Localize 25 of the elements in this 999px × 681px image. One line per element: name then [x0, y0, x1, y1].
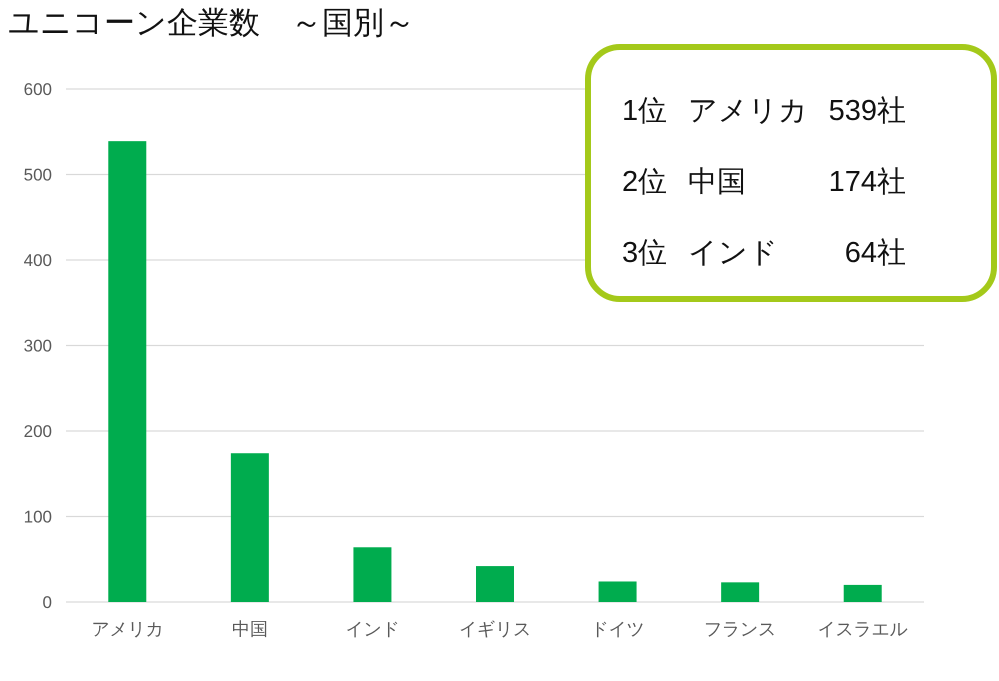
y-tick-label: 600 [24, 80, 52, 99]
bar [598, 581, 637, 602]
bar [721, 582, 760, 602]
x-tick-label: イギリス [459, 619, 531, 639]
x-tick-label: フランス [704, 619, 776, 639]
y-tick-label: 0 [42, 593, 52, 612]
bar [476, 566, 514, 602]
bar [230, 453, 269, 602]
y-tick-label: 400 [24, 251, 52, 270]
x-tick-label: イスラエル [818, 619, 908, 639]
bar [353, 547, 392, 602]
y-tick-label: 100 [24, 508, 52, 526]
annotation: 2位 中国 174社 [622, 166, 906, 198]
y-tick-label: 500 [24, 166, 52, 184]
annotation: 1位 アメリカ 539社 [622, 95, 906, 127]
x-tick-label: アメリカ [91, 619, 164, 639]
bar [844, 584, 882, 602]
annotation: 3位 インド 64社 [622, 237, 906, 269]
x-tick-label: インド [345, 619, 400, 639]
x-tick-label: 中国 [232, 619, 268, 639]
y-tick-label: 300 [24, 336, 52, 356]
y-tick-label: 200 [24, 422, 52, 441]
bar [108, 141, 146, 602]
x-tick-label: ドイツ [590, 619, 645, 639]
chart-title: ユニコーン企業数 ～国別～ [8, 5, 415, 40]
